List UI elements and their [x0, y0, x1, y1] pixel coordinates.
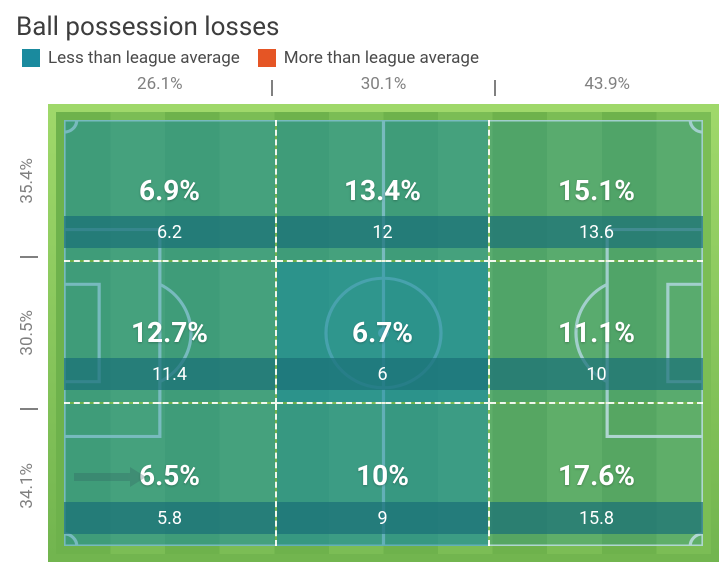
- zone-cell: 15.1% 13.6: [490, 120, 703, 262]
- legend-label-more: More than league average: [284, 48, 479, 68]
- zone-cell: 17.6% 15.8: [490, 404, 703, 546]
- zone-percent: 12.7%: [131, 316, 208, 349]
- legend-item-more: More than league average: [258, 48, 479, 68]
- zone-cell: 10% 9: [277, 404, 490, 546]
- zone-raw-band: 6: [277, 358, 488, 390]
- zone-raw-band: 12: [277, 216, 488, 248]
- pitch: 6.9% 6.2 13.4% 12 15.1% 13.6 12.7% 11.4 6.7% 6 11.…: [48, 104, 719, 562]
- row-headers: 35.4% 30.5% 34.1%: [6, 104, 48, 562]
- zone-cell: 6.5% 5.8: [64, 404, 277, 546]
- legend: Less than league average More than leagu…: [22, 48, 719, 68]
- zone-percent: 10%: [356, 459, 409, 492]
- col-header-0: 26.1%: [48, 74, 272, 104]
- zone-raw-value: 11.4: [152, 364, 187, 385]
- legend-label-less: Less than league average: [48, 48, 240, 68]
- zone-percent: 15.1%: [558, 174, 635, 207]
- col-header-1: 30.1%: [272, 74, 496, 104]
- zone-cell: 12.7% 11.4: [64, 262, 277, 404]
- zone-raw-band: 13.6: [490, 216, 703, 248]
- legend-swatch-more: [258, 49, 276, 67]
- zone-raw-value: 6: [377, 364, 387, 385]
- col-header-2: 43.9%: [495, 74, 719, 104]
- zone-raw-value: 13.6: [579, 222, 614, 243]
- row-header-2: 34.1%: [6, 409, 48, 562]
- row-header-0: 35.4%: [6, 104, 48, 257]
- row-header-1: 30.5%: [6, 257, 48, 410]
- zone-cell: 6.7% 6: [277, 262, 490, 404]
- zone-percent: 6.5%: [139, 459, 200, 492]
- zone-cell: 6.9% 6.2: [64, 120, 277, 262]
- zone-raw-band: 11.4: [64, 358, 275, 390]
- chart-title: Ball possession losses: [16, 12, 719, 42]
- zone-raw-band: 10: [490, 358, 703, 390]
- column-headers: 26.1% 30.1% 43.9%: [48, 74, 719, 104]
- zone-percent: 6.9%: [139, 174, 200, 207]
- zone-raw-band: 5.8: [64, 502, 275, 534]
- direction-arrow-icon: [74, 469, 146, 485]
- zone-raw-value: 5.8: [157, 508, 182, 529]
- zones-grid: 6.9% 6.2 13.4% 12 15.1% 13.6 12.7% 11.4 6.7% 6 11.…: [64, 120, 703, 546]
- zone-raw-band: 15.8: [490, 502, 703, 534]
- zone-raw-band: 9: [277, 502, 488, 534]
- zone-percent: 11.1%: [558, 316, 635, 349]
- legend-swatch-less: [22, 49, 40, 67]
- zone-cell: 11.1% 10: [490, 262, 703, 404]
- zone-raw-value: 9: [377, 508, 387, 529]
- zone-percent: 6.7%: [352, 316, 413, 349]
- zone-raw-value: 15.8: [579, 508, 614, 529]
- zone-percent: 17.6%: [558, 459, 635, 492]
- zone-raw-value: 10: [586, 364, 606, 385]
- zone-raw-band: 6.2: [64, 216, 275, 248]
- legend-item-less: Less than league average: [22, 48, 240, 68]
- zone-raw-value: 12: [372, 222, 392, 243]
- zone-cell: 13.4% 12: [277, 120, 490, 262]
- zone-percent: 13.4%: [344, 174, 421, 207]
- zone-raw-value: 6.2: [157, 222, 182, 243]
